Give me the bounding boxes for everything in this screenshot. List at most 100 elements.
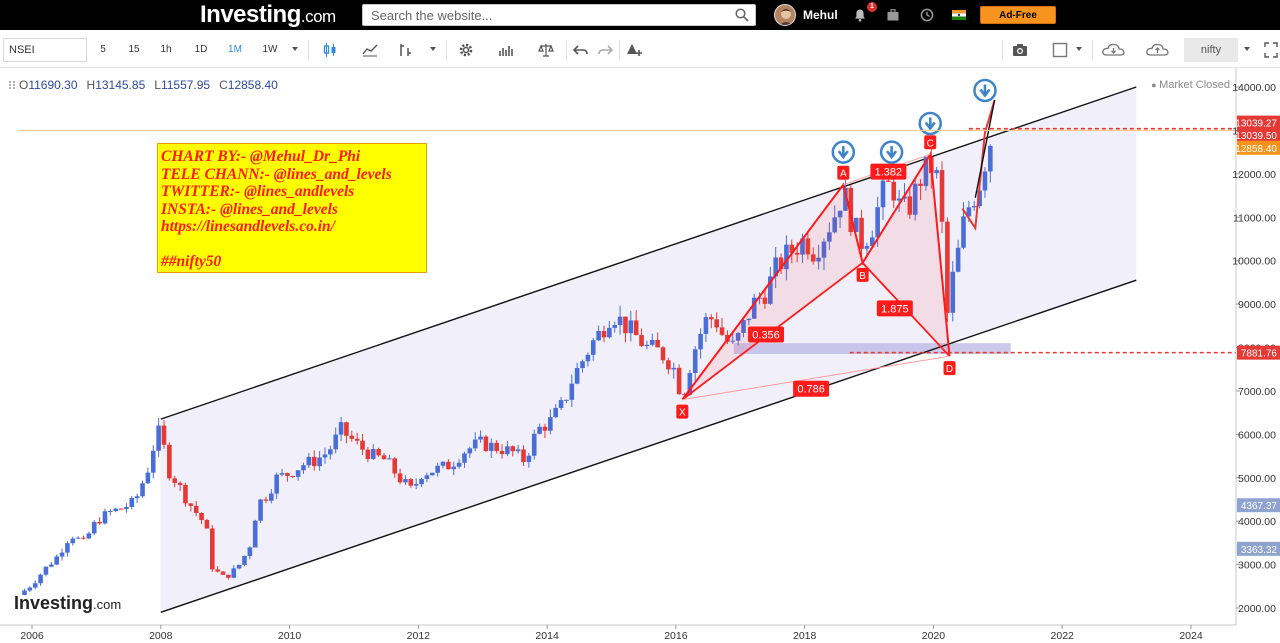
candle bbox=[666, 357, 671, 375]
candle-body bbox=[880, 180, 886, 208]
pattern-point-c: C bbox=[924, 135, 937, 150]
candle-body bbox=[569, 383, 575, 400]
interval-dropdown-icon[interactable] bbox=[290, 44, 300, 54]
toolbar-divider bbox=[446, 40, 447, 60]
candle bbox=[295, 470, 301, 481]
redo-icon[interactable] bbox=[597, 42, 613, 58]
candle bbox=[676, 364, 682, 395]
pattern-ratio: 1.382 bbox=[870, 163, 907, 180]
fullscreen-square-icon[interactable] bbox=[1052, 42, 1068, 58]
candle-body bbox=[810, 254, 816, 262]
candles-chart-type-icon[interactable] bbox=[322, 42, 338, 58]
projection-path-black bbox=[974, 99, 996, 198]
alert-add-icon[interactable] bbox=[626, 42, 642, 58]
username-label[interactable]: Mehul bbox=[803, 8, 838, 22]
candle-body bbox=[75, 537, 81, 539]
candle bbox=[204, 518, 210, 529]
candle-body bbox=[467, 448, 473, 454]
candle-body bbox=[666, 360, 671, 370]
candle-body bbox=[397, 473, 403, 483]
compare-scale-icon[interactable] bbox=[538, 42, 554, 58]
candle-body bbox=[124, 506, 129, 510]
candle bbox=[837, 210, 843, 229]
candle bbox=[548, 409, 553, 435]
candle bbox=[172, 475, 178, 488]
india-flag-icon[interactable] bbox=[952, 10, 966, 20]
indicators-dropdown-icon[interactable] bbox=[428, 44, 438, 54]
symbol-input[interactable]: NSEI bbox=[3, 38, 87, 62]
gear-icon[interactable] bbox=[458, 42, 474, 58]
candle bbox=[354, 432, 360, 445]
price-tag-label: 7881.76 bbox=[1241, 349, 1278, 360]
interval-1d-button[interactable]: 1D bbox=[194, 44, 208, 55]
candle bbox=[344, 421, 349, 444]
candle bbox=[564, 399, 569, 404]
candle-body bbox=[918, 183, 923, 186]
avatar[interactable] bbox=[774, 4, 796, 26]
candle bbox=[617, 305, 623, 335]
search-input[interactable] bbox=[363, 5, 723, 25]
candle bbox=[601, 325, 607, 343]
candle bbox=[311, 450, 317, 471]
x-tick-label: 2010 bbox=[278, 630, 302, 642]
candle bbox=[639, 328, 644, 347]
channel-upper-line bbox=[160, 86, 1137, 420]
candle-body bbox=[607, 327, 612, 338]
search-icon[interactable] bbox=[735, 8, 749, 22]
interval-15-button[interactable]: 15 bbox=[128, 44, 140, 55]
area-chart-type-icon[interactable] bbox=[362, 42, 378, 58]
candle bbox=[751, 293, 757, 320]
candle-body bbox=[789, 244, 795, 253]
candle-body bbox=[32, 583, 38, 588]
layout-dropdown-icon[interactable] bbox=[1074, 44, 1084, 54]
interval-1m-button[interactable]: 1M bbox=[228, 44, 242, 55]
saved-layout-dropdown-icon[interactable] bbox=[1242, 44, 1252, 54]
clock-icon[interactable] bbox=[920, 8, 934, 22]
candle-body bbox=[274, 474, 279, 494]
bell-icon[interactable] bbox=[853, 8, 867, 22]
candle bbox=[703, 313, 709, 342]
candle-body bbox=[805, 238, 811, 255]
interval-1h-button[interactable]: 1h bbox=[160, 44, 172, 55]
candle bbox=[542, 423, 548, 439]
camera-icon[interactable] bbox=[1012, 42, 1028, 58]
saved-layout-name[interactable]: nifty bbox=[1184, 38, 1238, 62]
candle-body bbox=[306, 456, 312, 466]
ohlc-low-value: 11557.95 bbox=[160, 78, 211, 92]
candle-body bbox=[252, 520, 258, 548]
ohlc-high-label: H bbox=[86, 78, 96, 92]
undo-icon[interactable] bbox=[573, 42, 589, 58]
interval-1w-button[interactable]: 1W bbox=[262, 44, 278, 55]
candle bbox=[912, 178, 918, 221]
candle bbox=[446, 459, 451, 470]
cloud-download-icon[interactable] bbox=[1101, 42, 1127, 58]
candle-body bbox=[413, 484, 419, 486]
candle-body bbox=[247, 547, 253, 556]
chart-annotation-box[interactable]: CHART BY:- @Mehul_Dr_Phi TELE CHANN:- @l… bbox=[157, 143, 427, 273]
indicators-icon[interactable] bbox=[398, 42, 414, 58]
investing-logo[interactable]: Investing.com bbox=[200, 0, 336, 30]
price-tag: 7881.76 bbox=[1237, 345, 1280, 360]
bar-chart-icon[interactable] bbox=[498, 42, 514, 58]
candle bbox=[370, 444, 376, 461]
candle bbox=[317, 451, 322, 471]
settings-dots-icon[interactable] bbox=[8, 80, 16, 90]
candle-body bbox=[177, 482, 183, 485]
candle-body bbox=[226, 574, 231, 578]
interval-5-button[interactable]: 5 bbox=[100, 44, 106, 55]
candle-body bbox=[65, 543, 70, 553]
candle bbox=[38, 573, 43, 586]
candle-body bbox=[483, 436, 489, 451]
candle-body bbox=[746, 318, 752, 321]
annotation-line: TELE CHANN:- @lines_and_levels bbox=[161, 165, 392, 183]
candle-body bbox=[489, 442, 494, 451]
portfolio-icon[interactable] bbox=[886, 8, 900, 22]
cloud-upload-icon[interactable] bbox=[1145, 42, 1171, 58]
candle bbox=[285, 472, 290, 482]
candle bbox=[183, 482, 188, 507]
candle-body bbox=[370, 449, 376, 459]
candle bbox=[489, 438, 494, 459]
candle-body bbox=[199, 512, 204, 521]
fullscreen-icon[interactable] bbox=[1264, 42, 1278, 58]
